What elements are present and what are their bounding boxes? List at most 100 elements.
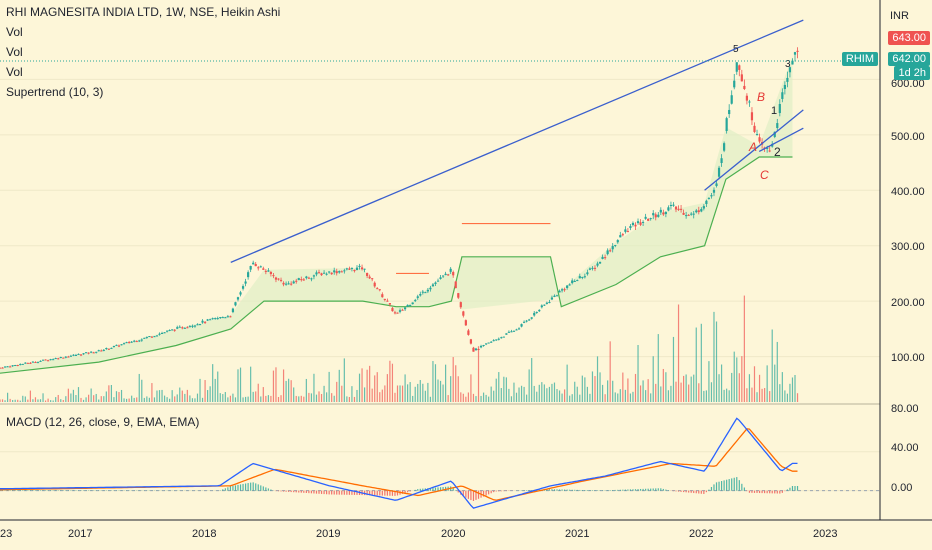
trendline-group[interactable] — [230, 19, 804, 263]
volume-bar — [184, 393, 186, 402]
indicator-label-vol[interactable]: Vol — [6, 25, 23, 39]
volume-bar — [201, 397, 204, 402]
candle-body — [462, 311, 465, 316]
candle-body — [211, 318, 214, 320]
candle-body — [90, 351, 93, 353]
volume-bar — [434, 364, 437, 402]
volume-bar — [586, 386, 588, 402]
macd-histogram-bar — [417, 489, 419, 491]
macd-histogram-bar — [328, 490, 330, 495]
volume-bar — [569, 395, 571, 402]
price-axis[interactable]: INR 600.00 500.00 400.00 300.00 200.00 1… — [890, 10, 925, 494]
candle-body — [614, 245, 617, 247]
candle-body — [447, 274, 450, 276]
macd-histogram-bar — [622, 489, 624, 491]
volume-bar — [566, 364, 568, 402]
volume-bar — [161, 389, 163, 402]
volume-bar — [24, 396, 26, 402]
macd-histogram-bar — [576, 489, 578, 491]
volume-bar — [715, 321, 718, 402]
candle-body — [553, 295, 556, 297]
macd-histogram-bar — [645, 488, 647, 491]
volume-bar — [338, 369, 340, 402]
macd-histogram-bar — [252, 482, 254, 491]
candle-body — [312, 275, 316, 277]
macd-histogram-bar — [407, 490, 409, 493]
volume-bar — [452, 357, 454, 402]
macd-histogram-bar — [639, 488, 642, 491]
candle-body — [158, 333, 161, 335]
volume-bar — [336, 381, 338, 402]
volume-bar — [584, 377, 586, 402]
macd-histogram-bar — [571, 489, 573, 491]
volume-bar — [138, 373, 140, 402]
volume-bar — [103, 396, 105, 402]
indicator-label-vol[interactable]: Vol — [6, 45, 23, 59]
candle-body — [495, 339, 498, 341]
candle-body — [469, 339, 473, 344]
macd-histogram-bar — [736, 477, 738, 491]
macd-histogram-bar — [27, 490, 29, 491]
candle-body — [436, 280, 440, 282]
volume-bar — [110, 384, 113, 402]
macd-histogram-bar — [528, 490, 530, 491]
macd-histogram-bar — [4, 490, 6, 491]
volume-bar — [662, 368, 664, 402]
volume-bar — [670, 385, 672, 402]
candle-body — [409, 304, 412, 306]
candle-body — [743, 85, 746, 90]
volume-bar — [27, 399, 29, 402]
currency-label: INR — [890, 10, 909, 22]
macd-histogram-bar — [774, 490, 776, 494]
volume-bar — [222, 394, 224, 402]
volume-bar — [417, 383, 419, 402]
volume-bar — [470, 374, 472, 402]
macd-histogram-bar — [290, 490, 292, 493]
volume-bar — [736, 357, 738, 402]
macd-histogram-bar — [295, 490, 297, 493]
volume-bar — [295, 395, 297, 402]
volume-bar — [310, 393, 313, 402]
time-tick: 2017 — [68, 528, 92, 540]
candle-body — [193, 325, 197, 327]
macd-histogram-bar — [285, 490, 287, 492]
candle-body — [315, 272, 318, 275]
candle-body — [171, 329, 174, 331]
volume-bar — [652, 356, 654, 402]
candle-body — [510, 331, 513, 333]
candle-body — [695, 210, 698, 213]
macd-label[interactable]: MACD (12, 26, close, 9, EMA, EMA) — [6, 415, 200, 429]
macd-histogram-bar — [477, 490, 480, 499]
candle-body — [358, 265, 361, 267]
macd-histogram-bar — [680, 490, 682, 492]
volume-bar — [260, 396, 262, 402]
candle-body — [257, 267, 260, 269]
volume-bar — [14, 399, 16, 402]
indicator-label-vol[interactable]: Vol — [6, 65, 23, 79]
volume-bar — [738, 373, 740, 402]
volume-bar — [475, 396, 477, 402]
volume-bar — [288, 378, 290, 402]
candle-body — [502, 336, 505, 338]
candle-body — [783, 84, 786, 90]
candle-body — [355, 267, 359, 271]
candle-body — [216, 318, 219, 320]
candle-body — [115, 344, 118, 346]
candle-body — [793, 52, 797, 55]
volume-bar — [796, 393, 799, 402]
candle-body — [677, 208, 680, 210]
volume-bar — [267, 395, 269, 402]
candle-body — [479, 345, 483, 348]
symbol-badge[interactable]: RHIM — [841, 52, 878, 66]
candle-body — [16, 364, 19, 366]
candle-body — [755, 133, 759, 135]
chart-title[interactable]: RHI MAGNESITA INDIA LTD, 1W, NSE, Heikin… — [6, 5, 281, 19]
time-axis[interactable]: 23 2017 2018 2019 2020 2021 2022 2023 — [0, 528, 837, 540]
candle-body — [176, 327, 179, 329]
candle-body — [3, 366, 7, 368]
indicator-label-supertrend[interactable]: Supertrend (10, 3) — [6, 85, 104, 99]
candle-body — [464, 320, 467, 326]
price-tick: 300.00 — [891, 241, 925, 253]
macd-histogram-bar — [624, 489, 626, 491]
